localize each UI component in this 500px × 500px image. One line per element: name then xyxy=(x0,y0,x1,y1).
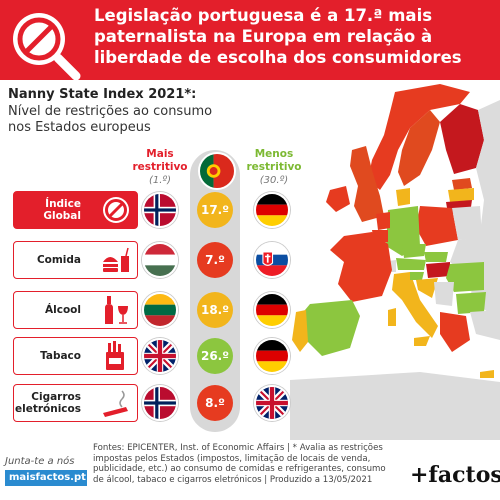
category-label: Índice Global xyxy=(43,198,81,222)
flag-germany xyxy=(254,338,290,374)
map-sicily xyxy=(414,336,430,346)
map-greece xyxy=(440,312,470,352)
map-latvia xyxy=(448,188,474,202)
brand-logo: +factos xyxy=(410,462,500,488)
map-slovenia xyxy=(410,272,424,280)
map-bulgaria xyxy=(456,292,486,314)
map-norway xyxy=(368,84,470,190)
flag-hungary xyxy=(142,242,178,278)
map-germany xyxy=(386,206,420,256)
header-banner: Legislação portuguesa é a 17.ª mais pate… xyxy=(0,0,500,81)
europe-map xyxy=(290,84,500,440)
map-uk xyxy=(350,146,384,222)
map-serbia xyxy=(434,282,454,306)
map-portugal xyxy=(292,310,308,352)
portugal-flag xyxy=(198,152,236,190)
map-turkey xyxy=(470,310,500,340)
most-restrictive-rank: (1.º) xyxy=(148,175,172,186)
portugal-rank: 26.º xyxy=(197,338,233,374)
portugal-rank: 7.º xyxy=(197,242,233,278)
least-restrictive-rank: (30.º) xyxy=(259,175,289,186)
map-sweden xyxy=(398,110,440,186)
category-label: Álcool xyxy=(45,304,81,316)
category-food: Comida xyxy=(13,241,138,279)
wine-bottle-glass-icon xyxy=(105,296,128,324)
flag-germany xyxy=(254,292,290,328)
map-spain xyxy=(300,300,360,356)
category-label: Cigarros eletrónicos xyxy=(14,391,81,415)
map-poland xyxy=(416,206,458,246)
cigarette-pack-icon xyxy=(106,341,124,370)
category-label: Comida xyxy=(36,254,81,266)
map-italy xyxy=(392,272,438,338)
most-restrictive-label: Mais restritivo xyxy=(132,148,188,173)
map-belarus xyxy=(452,206,482,240)
flag-united-kingdom xyxy=(254,385,290,421)
category-ecig: Cigarros eletrónicos xyxy=(13,384,138,422)
no-entry-magnifier-icon xyxy=(13,13,81,81)
map-france xyxy=(330,232,392,302)
map-croatia xyxy=(416,278,438,298)
flag-slovakia xyxy=(254,242,290,278)
e-cigarette-icon xyxy=(103,390,128,417)
category-alcohol: Álcool xyxy=(13,291,138,329)
index-description: Nível de restrições ao consumo nos Estad… xyxy=(8,104,213,135)
map-north-africa xyxy=(290,372,500,440)
site-link[interactable]: maisfactos.pt xyxy=(5,470,87,486)
map-ireland xyxy=(326,186,350,212)
map-czechia xyxy=(402,244,426,258)
join-text: Junta-te a nós xyxy=(5,456,75,467)
flag-norway xyxy=(142,192,178,228)
map-slovakia xyxy=(424,252,448,262)
sources-note: Fontes: EPICENTER, Inst. of Economic Aff… xyxy=(93,443,386,485)
flag-germany xyxy=(254,192,290,228)
prohibited-icon xyxy=(103,197,129,223)
map-hungary xyxy=(426,262,450,278)
map-denmark xyxy=(396,188,410,206)
category-label: Tabaco xyxy=(40,350,81,362)
map-romania xyxy=(446,262,484,292)
map-netherlands xyxy=(376,212,390,230)
flag-norway xyxy=(142,385,178,421)
portugal-rank: 18.º xyxy=(197,292,233,328)
page-title: Legislação portuguesa é a 17.ª mais pate… xyxy=(94,6,462,67)
portugal-rank: 17.º xyxy=(197,192,233,228)
map-sardinia xyxy=(388,308,396,326)
map-finland xyxy=(440,104,484,174)
map-estonia xyxy=(452,178,472,190)
category-global: Índice Global xyxy=(13,191,138,229)
flag-united-kingdom xyxy=(142,338,178,374)
map-austria xyxy=(396,258,426,270)
map-cyprus xyxy=(480,370,494,378)
category-tobacco: Tabaco xyxy=(13,337,138,375)
burger-soda-icon xyxy=(103,247,129,272)
least-restrictive-label: Menos restritivo xyxy=(246,148,302,173)
portugal-rank: 8.º xyxy=(197,385,233,421)
flag-lithuania xyxy=(142,292,178,328)
index-title: Nanny State Index 2021*: xyxy=(8,87,197,102)
